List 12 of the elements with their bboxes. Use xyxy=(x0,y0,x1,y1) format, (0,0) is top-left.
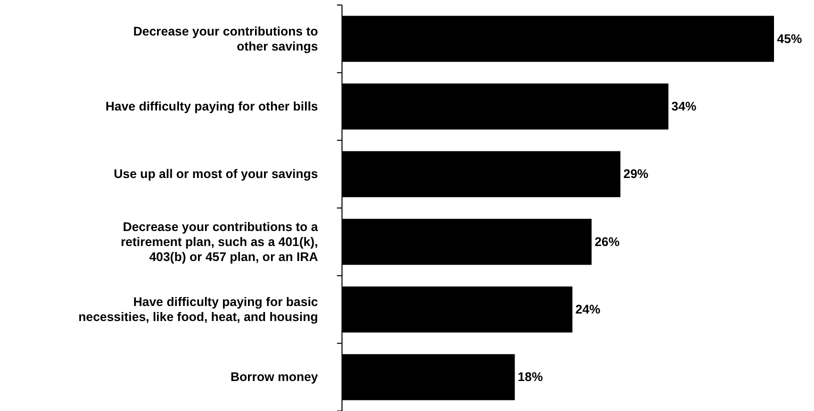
y-tick-label: Have difficulty paying for other bills xyxy=(105,100,318,114)
data-label: 45% xyxy=(777,32,802,46)
data-label: 18% xyxy=(518,370,543,384)
data-label: 29% xyxy=(623,167,648,182)
data-label: 24% xyxy=(575,302,600,316)
y-tick-label: Borrow money xyxy=(230,370,318,384)
y-tick-label: Have difficulty paying for basic necessities, like food, heat, and housing xyxy=(78,295,318,324)
y-tick-label: Use up all or most of your savings xyxy=(114,167,318,182)
y-tick-label: Decrease your contributions to a retirement plan, such as a 401(k), 403(b) or 457 plan, or an IRA xyxy=(120,220,320,264)
data-label: 26% xyxy=(594,234,620,249)
y-tick-label: Decrease your contributions to other savings xyxy=(133,24,318,54)
data-label: 34% xyxy=(671,100,696,114)
